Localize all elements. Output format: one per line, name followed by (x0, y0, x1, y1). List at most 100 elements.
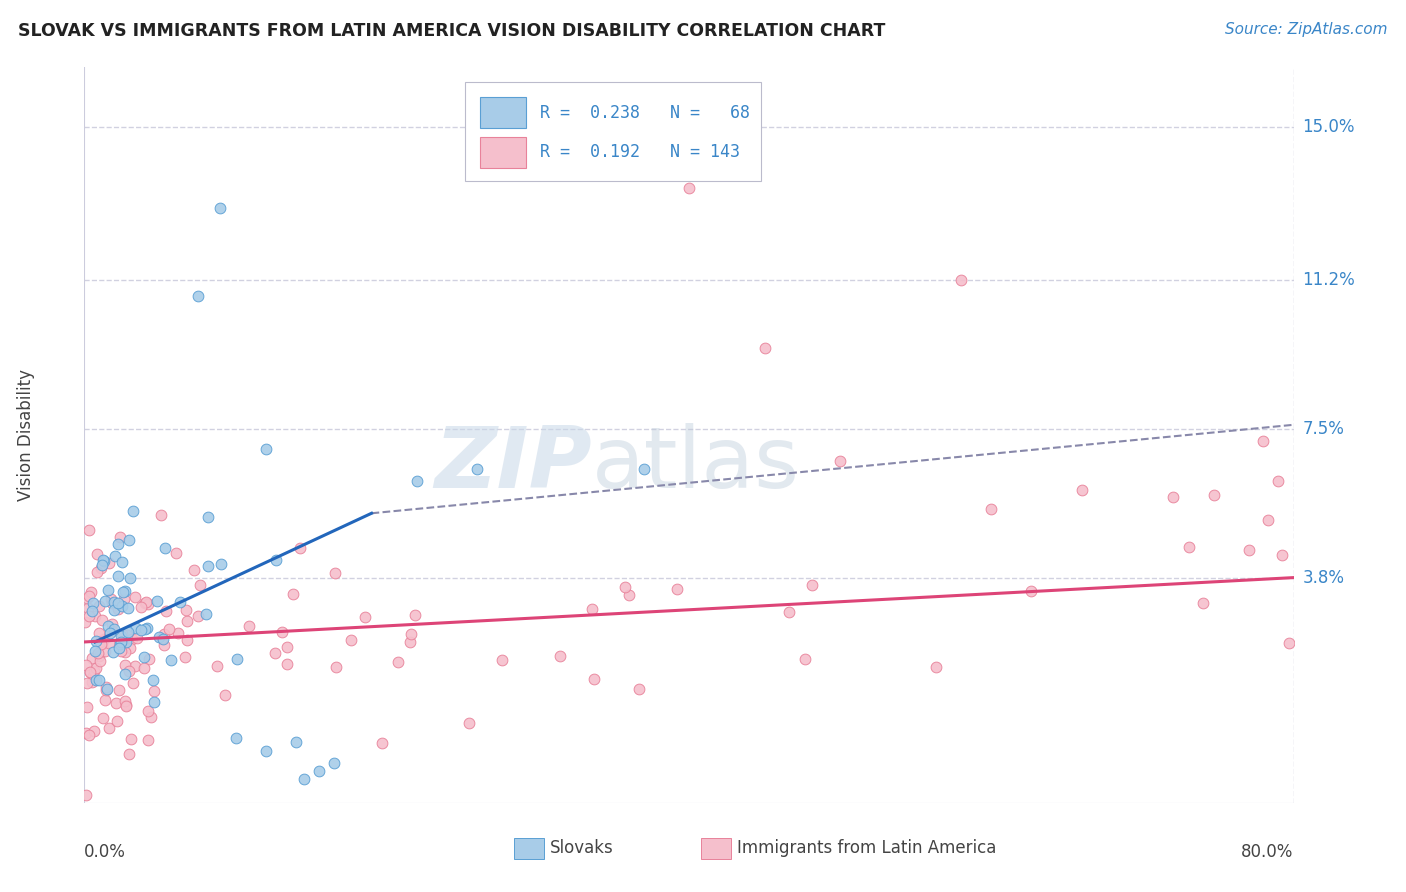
Point (281, 587, 304, 601)
Point (387, 655, 409, 669)
Text: 80.0%: 80.0% (1241, 843, 1294, 862)
Point (112, 584, 135, 599)
Text: Slovaks: Slovaks (550, 839, 613, 857)
Point (105, 714, 128, 728)
Point (950, 273, 973, 287)
Point (125, 631, 148, 645)
Point (75, 615, 97, 629)
Point (86, 565, 108, 579)
Point (143, 684, 166, 698)
Point (114, 667, 136, 681)
Point (124, 590, 146, 604)
Point (276, 657, 298, 671)
Point (226, 651, 249, 665)
Point (778, 605, 800, 619)
FancyBboxPatch shape (479, 136, 526, 168)
Point (121, 732, 143, 747)
Point (136, 704, 159, 718)
Point (93, 632, 115, 647)
Point (264, 646, 287, 660)
Text: 7.5%: 7.5% (1302, 420, 1344, 438)
Point (1021, 583, 1043, 598)
Point (101, 596, 124, 610)
Point (93, 554, 115, 568)
Point (153, 626, 176, 640)
Point (325, 659, 347, 673)
Point (353, 610, 375, 624)
Point (129, 599, 152, 614)
Point (340, 633, 363, 648)
Point (77, 729, 100, 743)
Point (80, 585, 103, 599)
Point (114, 657, 136, 672)
Text: 11.2%: 11.2% (1302, 271, 1355, 289)
Point (925, 660, 948, 674)
Point (76, 591, 98, 606)
Point (458, 716, 481, 731)
Point (271, 624, 294, 639)
Point (146, 594, 169, 608)
Point (754, 342, 776, 356)
Point (90, 637, 112, 651)
Point (169, 595, 191, 609)
Point (93, 693, 115, 707)
Point (82, 651, 104, 665)
Point (86, 660, 108, 674)
Point (117, 600, 139, 615)
Point (86, 547, 108, 561)
Point (209, 201, 232, 215)
Point (254, 743, 277, 757)
Point (120, 641, 142, 656)
Point (91, 552, 114, 566)
Point (121, 632, 143, 646)
Point (87, 599, 110, 614)
Point (87, 646, 110, 660)
Point (89, 654, 111, 668)
Point (491, 653, 513, 667)
Point (801, 578, 824, 592)
Point (76, 700, 98, 714)
Text: Source: ZipAtlas.com: Source: ZipAtlas.com (1225, 22, 1388, 37)
Point (134, 661, 156, 675)
Point (84, 643, 107, 657)
Point (150, 632, 173, 646)
Point (111, 599, 134, 614)
Point (103, 603, 125, 617)
Point (195, 607, 218, 622)
Point (214, 688, 236, 702)
Point (614, 580, 637, 594)
Point (197, 509, 219, 524)
Point (1271, 548, 1294, 562)
Point (114, 645, 136, 659)
Point (118, 664, 141, 678)
Point (101, 624, 124, 638)
Point (93, 594, 115, 608)
Point (155, 604, 177, 618)
Point (97, 556, 120, 570)
Point (96, 680, 118, 694)
Point (1267, 474, 1289, 488)
Point (581, 601, 603, 615)
Point (404, 607, 426, 622)
Point (115, 628, 138, 642)
Point (548, 648, 571, 663)
Point (90, 561, 112, 575)
Point (89, 634, 111, 648)
Point (77, 589, 100, 603)
Point (114, 584, 136, 599)
Point (138, 651, 160, 665)
Point (94, 643, 117, 657)
Text: Vision Disability: Vision Disability (17, 369, 35, 500)
Point (120, 571, 142, 585)
Point (399, 626, 422, 640)
Point (96, 582, 118, 597)
Point (76, 601, 98, 615)
Point (254, 442, 277, 456)
Point (143, 695, 166, 709)
Point (87, 625, 110, 640)
Point (107, 602, 129, 616)
Point (190, 577, 212, 591)
Point (75, 726, 97, 740)
Point (129, 624, 152, 638)
Text: 3.8%: 3.8% (1302, 568, 1344, 587)
